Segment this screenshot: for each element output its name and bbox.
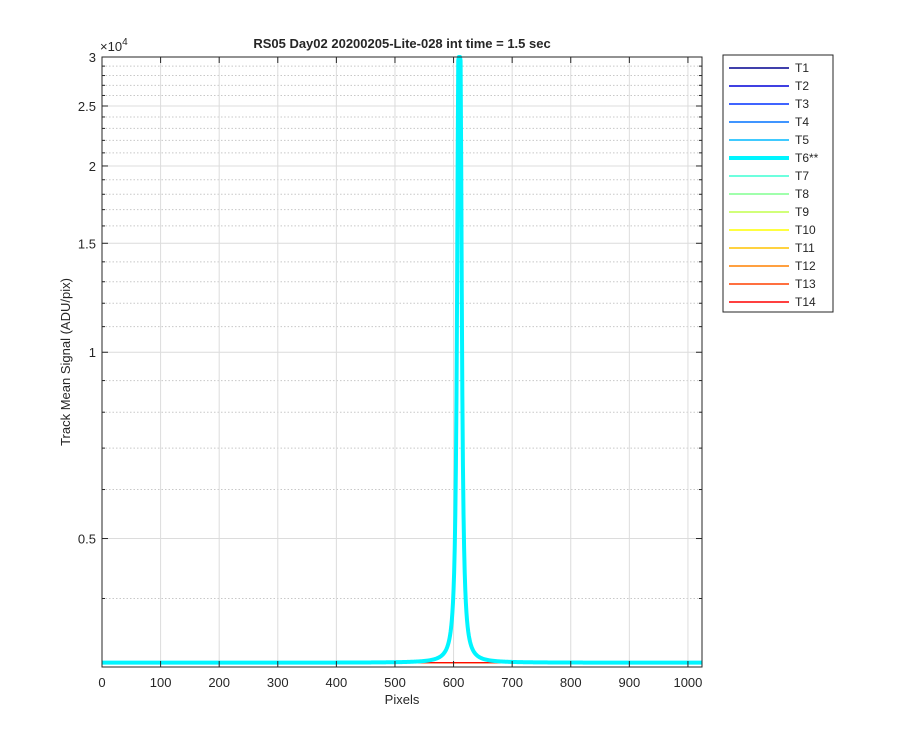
x-tick-label: 1000 [673,675,702,690]
legend-label-t14: T14 [795,295,816,309]
axis-tick-labels: 0.5 1 1.5 2 2.5 3 0 100 200 300 400 500 600 700 800 900… [78,50,702,690]
series-line-t6 [100,55,704,665]
x-tick-label: 500 [384,675,406,690]
legend-label-t2: T2 [795,79,809,93]
x-tick-label: 800 [560,675,582,690]
x-tick-label: 900 [618,675,640,690]
x-tick-label: 400 [326,675,348,690]
y-axis-label: Track Mean Signal (ADU/pix) [58,278,73,446]
x-axis-label: Pixels [385,692,420,707]
y-exponent-power: 4 [122,37,128,48]
axis-ticks [101,56,702,667]
legend-label-t10: T10 [795,223,816,237]
legend-label-t4: T4 [795,115,809,129]
y-tick-label: 2 [89,159,96,174]
y-exponent-multiplier: ×104 [100,37,128,54]
x-tick-label: 600 [443,675,465,690]
series-layer [100,55,704,665]
legend-label-t7: T7 [795,169,809,183]
x-tick-label: 0 [98,675,105,690]
legend-label-t1: T1 [795,61,809,75]
legend-label-t13: T13 [795,277,816,291]
x-tick-label: 300 [267,675,289,690]
axes-background [102,57,702,667]
legend: T1 T2 T3 T4 T5 T6** T7 T8 T9 T10 T11 T12 T13 T14 [722,54,834,313]
legend-items: T1 T2 T3 T4 T5 T6** T7 T8 T9 T10 T11 T12 T13 T14 [729,61,819,309]
y-tick-label: 0.5 [78,532,96,547]
major-grid [101,56,702,667]
y-tick-label: 1 [89,345,96,360]
legend-label-t5: T5 [795,133,809,147]
x-tick-label: 100 [150,675,172,690]
chart-title: RS05 Day02 20200205-Lite-028 int time = … [253,36,550,51]
x-tick-label: 200 [208,675,230,690]
legend-label-t11: T11 [795,241,815,255]
x-tick-label: 700 [501,675,523,690]
legend-label-t6: T6** [795,151,819,165]
axes-box [101,56,703,668]
y-tick-label: 3 [89,50,96,65]
y-exponent-base: ×10 [100,39,122,54]
y-tick-label: 2.5 [78,99,96,114]
legend-label-t8: T8 [795,187,809,201]
legend-label-t3: T3 [795,97,809,111]
legend-box [722,54,834,313]
legend-label-t12: T12 [795,259,816,273]
legend-label-t9: T9 [795,205,809,219]
y-tick-label: 1.5 [78,236,96,251]
